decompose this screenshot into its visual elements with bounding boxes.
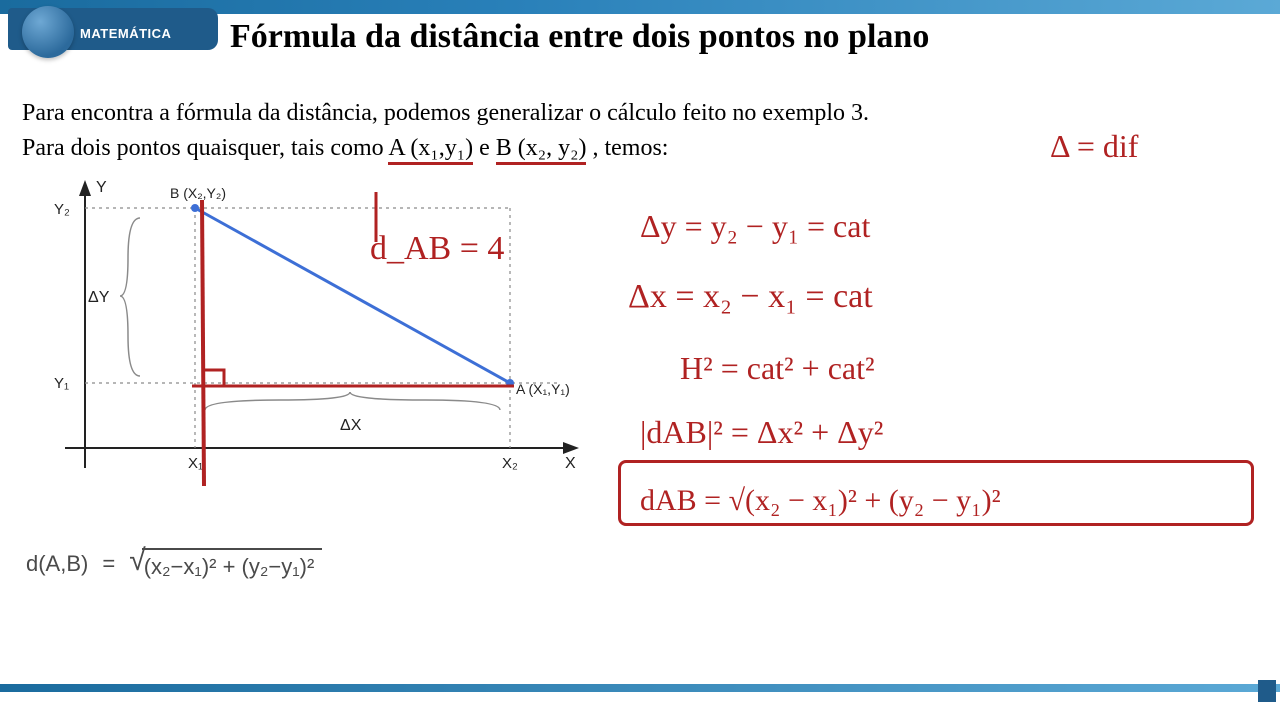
x2-label: X₂ [502,455,518,472]
body-line2-pre: Para dois pontos quaisquer, tais como [22,135,388,161]
delta-x-label: ΔX [340,417,362,434]
body-line2-post: , temos: [592,135,668,161]
page-title: Fórmula da distância entre dois pontos n… [230,18,929,56]
subject-label: MATEMÁTICA [80,26,171,41]
distance-formula: d(A,B) = √ (x₂−x₁)² + (y₂−y₁)² [26,548,322,580]
sqrt-icon: √ (x₂−x₁)² + (y₂−y₁)² [129,548,322,580]
hand-dy: Δy = y₂ − y₁ = cat [640,210,870,242]
graph-svg: Y X Y₂ Y₁ X₁ X₂ B (X₂,Y₂) A (X₁,Y₁) ΔY Δ… [20,178,590,508]
body-paragraph: Para encontra a fórmula da distância, po… [22,96,1260,166]
formula-lhs: d(A,B) [26,551,88,577]
point-a-text: A (x₁,y₁) [388,135,473,165]
logo-circle-icon [22,6,74,58]
body-line1: Para encontra a fórmula da distância, po… [22,100,869,126]
point-a-graph-label: A (X₁,Y₁) [516,381,570,397]
x1-label: X₁ [188,455,203,472]
body-mid: e [479,135,496,161]
hand-h2: H² = cat² + cat² [680,352,875,384]
point-b-graph-label: B (X₂,Y₂) [170,185,226,201]
formula-eq: = [102,551,115,577]
hand-highlight-box [618,460,1254,526]
y2-label: Y₂ [54,201,70,218]
hand-dab2: |dAB|² = Δx² + Δy² [640,416,883,448]
formula-radicand: (x₂−x₁)² + (y₂−y₁)² [142,548,323,580]
footer-square-icon [1258,680,1276,702]
axis-x-label: X [565,455,576,472]
distance-graph: Y X Y₂ Y₁ X₁ X₂ B (X₂,Y₂) A (X₁,Y₁) ΔY Δ… [20,178,590,508]
delta-y-label: ΔY [88,289,110,306]
hand-dx: Δx = x₂ − x₁ = cat [628,280,873,314]
footer-stripe [0,684,1280,692]
point-b-text: B (x₂, y₂) [496,135,587,165]
y1-label: Y₁ [54,375,69,392]
hand-dab-final: dAB = √(x₂ − x₁)² + (y₂ − y₁)² [640,486,1001,516]
axis-y-label: Y [96,179,107,196]
